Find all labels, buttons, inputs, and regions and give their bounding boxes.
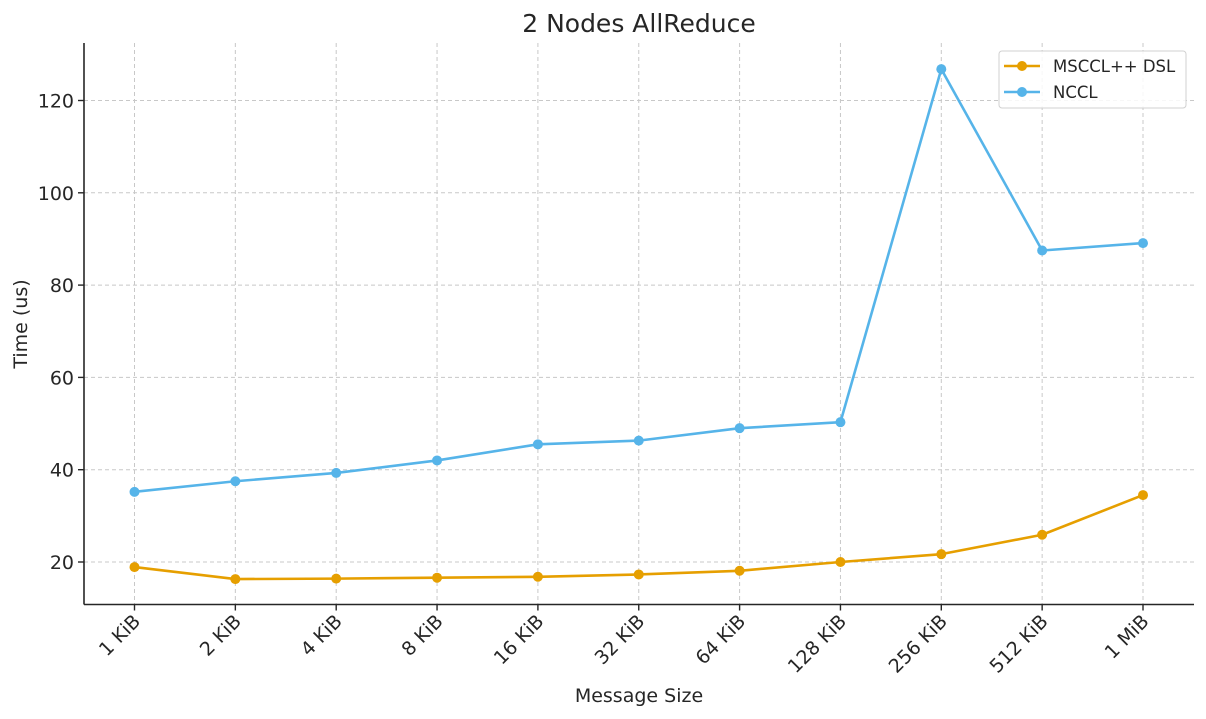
series-nccl (129, 64, 1148, 497)
chart-title: 2 Nodes AllReduce (522, 9, 756, 38)
x-tick-label: 1 MiB (1101, 610, 1154, 663)
data-point (432, 572, 443, 583)
data-point (432, 455, 443, 466)
x-tick-label: 1 KiB (95, 610, 145, 660)
x-tick-label: 64 KiB (691, 610, 750, 669)
data-point (331, 467, 342, 478)
x-axis-ticks: 1 KiB 2 KiB 4 KiB 8 KiB 16 KiB 32 KiB 64 KiB 12… (95, 604, 1154, 678)
y-axis-ticks: 20 40 60 80 100 120 (38, 91, 84, 574)
y-tick-label: 40 (50, 460, 74, 482)
data-point (129, 562, 140, 573)
legend-item: NCCL (1004, 83, 1098, 102)
legend-item: MSCCL++ DSL (1004, 57, 1176, 76)
data-point (230, 476, 241, 487)
legend-box (998, 50, 1187, 109)
data-point (532, 571, 543, 582)
x-tick-label: 128 KiB (784, 610, 851, 677)
x-tick-label: 512 KiB (985, 610, 1052, 677)
series-layer (129, 64, 1148, 585)
y-axis-label: Time (us) (10, 279, 32, 369)
data-point (633, 435, 644, 446)
data-point (936, 64, 947, 75)
x-tick-label: 4 KiB (297, 610, 347, 660)
data-point (1037, 529, 1048, 540)
data-point (1138, 238, 1148, 249)
y-tick-label: 80 (50, 275, 74, 297)
data-point (633, 569, 644, 580)
data-point (230, 574, 241, 585)
series-msccl-dsl (129, 490, 1148, 585)
data-point (1138, 490, 1148, 501)
data-point (532, 439, 543, 450)
data-point (331, 573, 342, 584)
data-point (835, 557, 846, 567)
data-point (734, 423, 745, 434)
data-point (936, 549, 947, 560)
x-axis-label: Message Size (575, 685, 703, 707)
x-tick-label: 256 KiB (885, 610, 952, 677)
y-tick-label: 120 (38, 91, 74, 113)
legend: MSCCL++ DSL NCCL (998, 50, 1187, 109)
legend-label: NCCL (1053, 83, 1098, 102)
y-tick-label: 20 (50, 552, 74, 574)
data-point (129, 486, 140, 497)
x-tick-label: 32 KiB (591, 610, 650, 669)
x-tick-label: 16 KiB (490, 610, 549, 669)
data-point (734, 565, 745, 576)
legend-marker-icon (1017, 61, 1027, 71)
data-point (835, 417, 846, 428)
legend-label: MSCCL++ DSL (1053, 57, 1176, 76)
x-gridlines (134, 43, 1144, 605)
x-tick-label: 8 KiB (397, 610, 447, 660)
x-tick-label: 2 KiB (196, 610, 246, 660)
y-tick-label: 60 (50, 367, 74, 389)
data-point (1037, 245, 1048, 256)
legend-marker-icon (1017, 87, 1027, 97)
y-tick-label: 100 (38, 183, 74, 205)
